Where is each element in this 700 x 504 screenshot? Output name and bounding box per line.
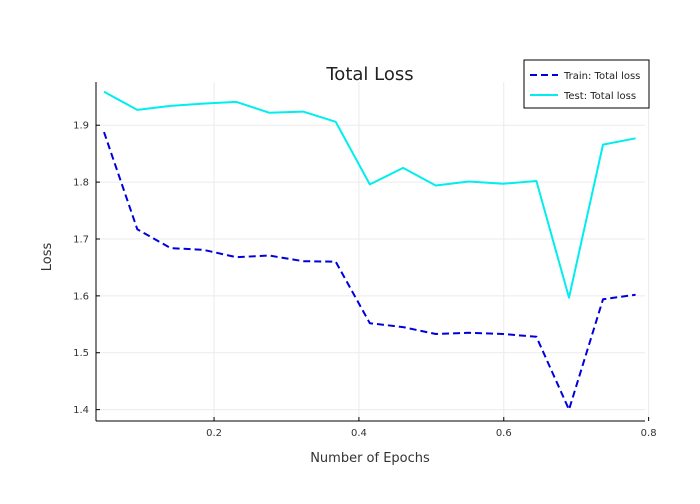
legend-label-train: Train: Total loss [563,71,640,82]
grid [96,82,650,421]
legend-box [523,59,650,109]
x-tick-label: 0.8 [641,428,657,439]
series-line-test-total-loss [103,90,636,299]
y-tick-label: 1.9 [73,121,89,132]
legend-label-test: Test: Total loss [563,91,636,102]
x-tick-label: 0.6 [496,428,512,439]
series-lines [103,90,636,411]
ticks: 0.2 0.4 0.6 0.8 1.4 1.5 1.6 1.7 1.8 1.9 [73,121,656,439]
y-tick-label: 1.4 [73,405,89,416]
y-axis-title: Loss [40,243,55,272]
y-tick-label: 1.8 [73,178,89,189]
x-tick-label: 0.4 [351,428,367,439]
y-tick-label: 1.5 [73,348,89,359]
x-tick-label: 0.2 [206,428,222,439]
axes [95,82,645,422]
series-line-train-total-loss [103,131,636,411]
y-tick-label: 1.6 [73,291,89,302]
x-axis-title: Number of Epochs [310,451,430,466]
legend: Train: Total loss Test: Total loss [523,59,650,109]
chart-title: Total Loss [325,64,413,85]
y-tick-label: 1.7 [73,234,89,245]
